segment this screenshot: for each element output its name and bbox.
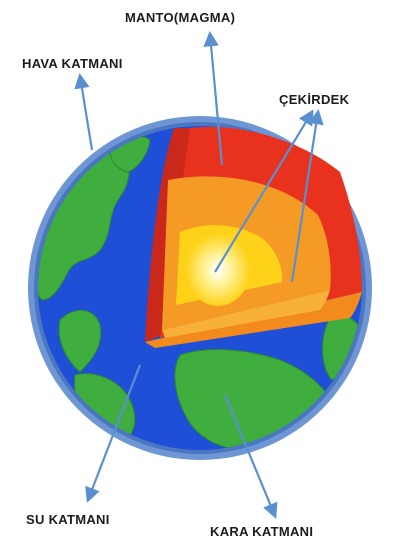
arrow-su: [85, 364, 142, 503]
arrow-cekirdek-2: [290, 108, 324, 283]
arrow-manto: [203, 30, 224, 166]
label-land: KARA KATMANI: [210, 524, 314, 539]
arrow-kara: [223, 394, 278, 519]
arrow-hava: [74, 72, 94, 151]
pointer-arrows: [74, 30, 324, 519]
label-core: ÇEKİRDEK: [279, 92, 350, 107]
cutaway-section: [145, 126, 362, 348]
arrow-cekirdek-1: [214, 109, 314, 273]
label-water: SU KATMANI: [26, 512, 110, 527]
label-atmosphere: HAVA KATMANI: [22, 56, 123, 71]
core-center: [186, 234, 250, 306]
label-mantle: MANTO(MAGMA): [125, 10, 236, 25]
